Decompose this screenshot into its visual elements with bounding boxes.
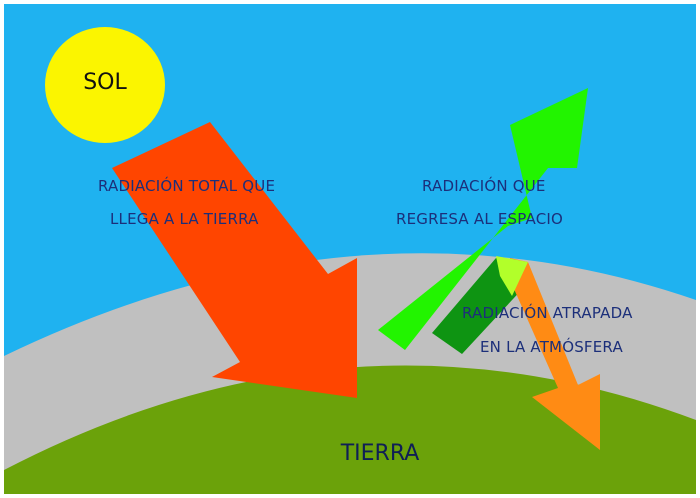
reflected-radiation-arrow (510, 258, 600, 450)
incoming-label-line1: RADIACIÓN TOTAL QUE (98, 177, 276, 195)
escaping-label-line1: RADIACIÓN QUE (422, 177, 546, 195)
trapped-radiation-band (432, 258, 526, 354)
earth-ground (4, 365, 696, 494)
trapped-label-line1: RADIACIÓN ATRAPADA (462, 304, 633, 322)
sun-circle (45, 27, 165, 143)
overlap-highlight (496, 256, 528, 296)
incoming-label-line2: LLEGA A LA TIERRA (110, 210, 259, 228)
trapped-label-line2: EN LA ATMÓSFERA (480, 338, 623, 356)
escaping-radiation-arrow (378, 88, 588, 350)
sun-label: SOL (83, 70, 127, 95)
escaping-label-line2: REGRESA AL ESPACIO (396, 210, 564, 228)
incoming-radiation-arrow (112, 122, 357, 398)
earth-label: TIERRA (340, 441, 420, 466)
